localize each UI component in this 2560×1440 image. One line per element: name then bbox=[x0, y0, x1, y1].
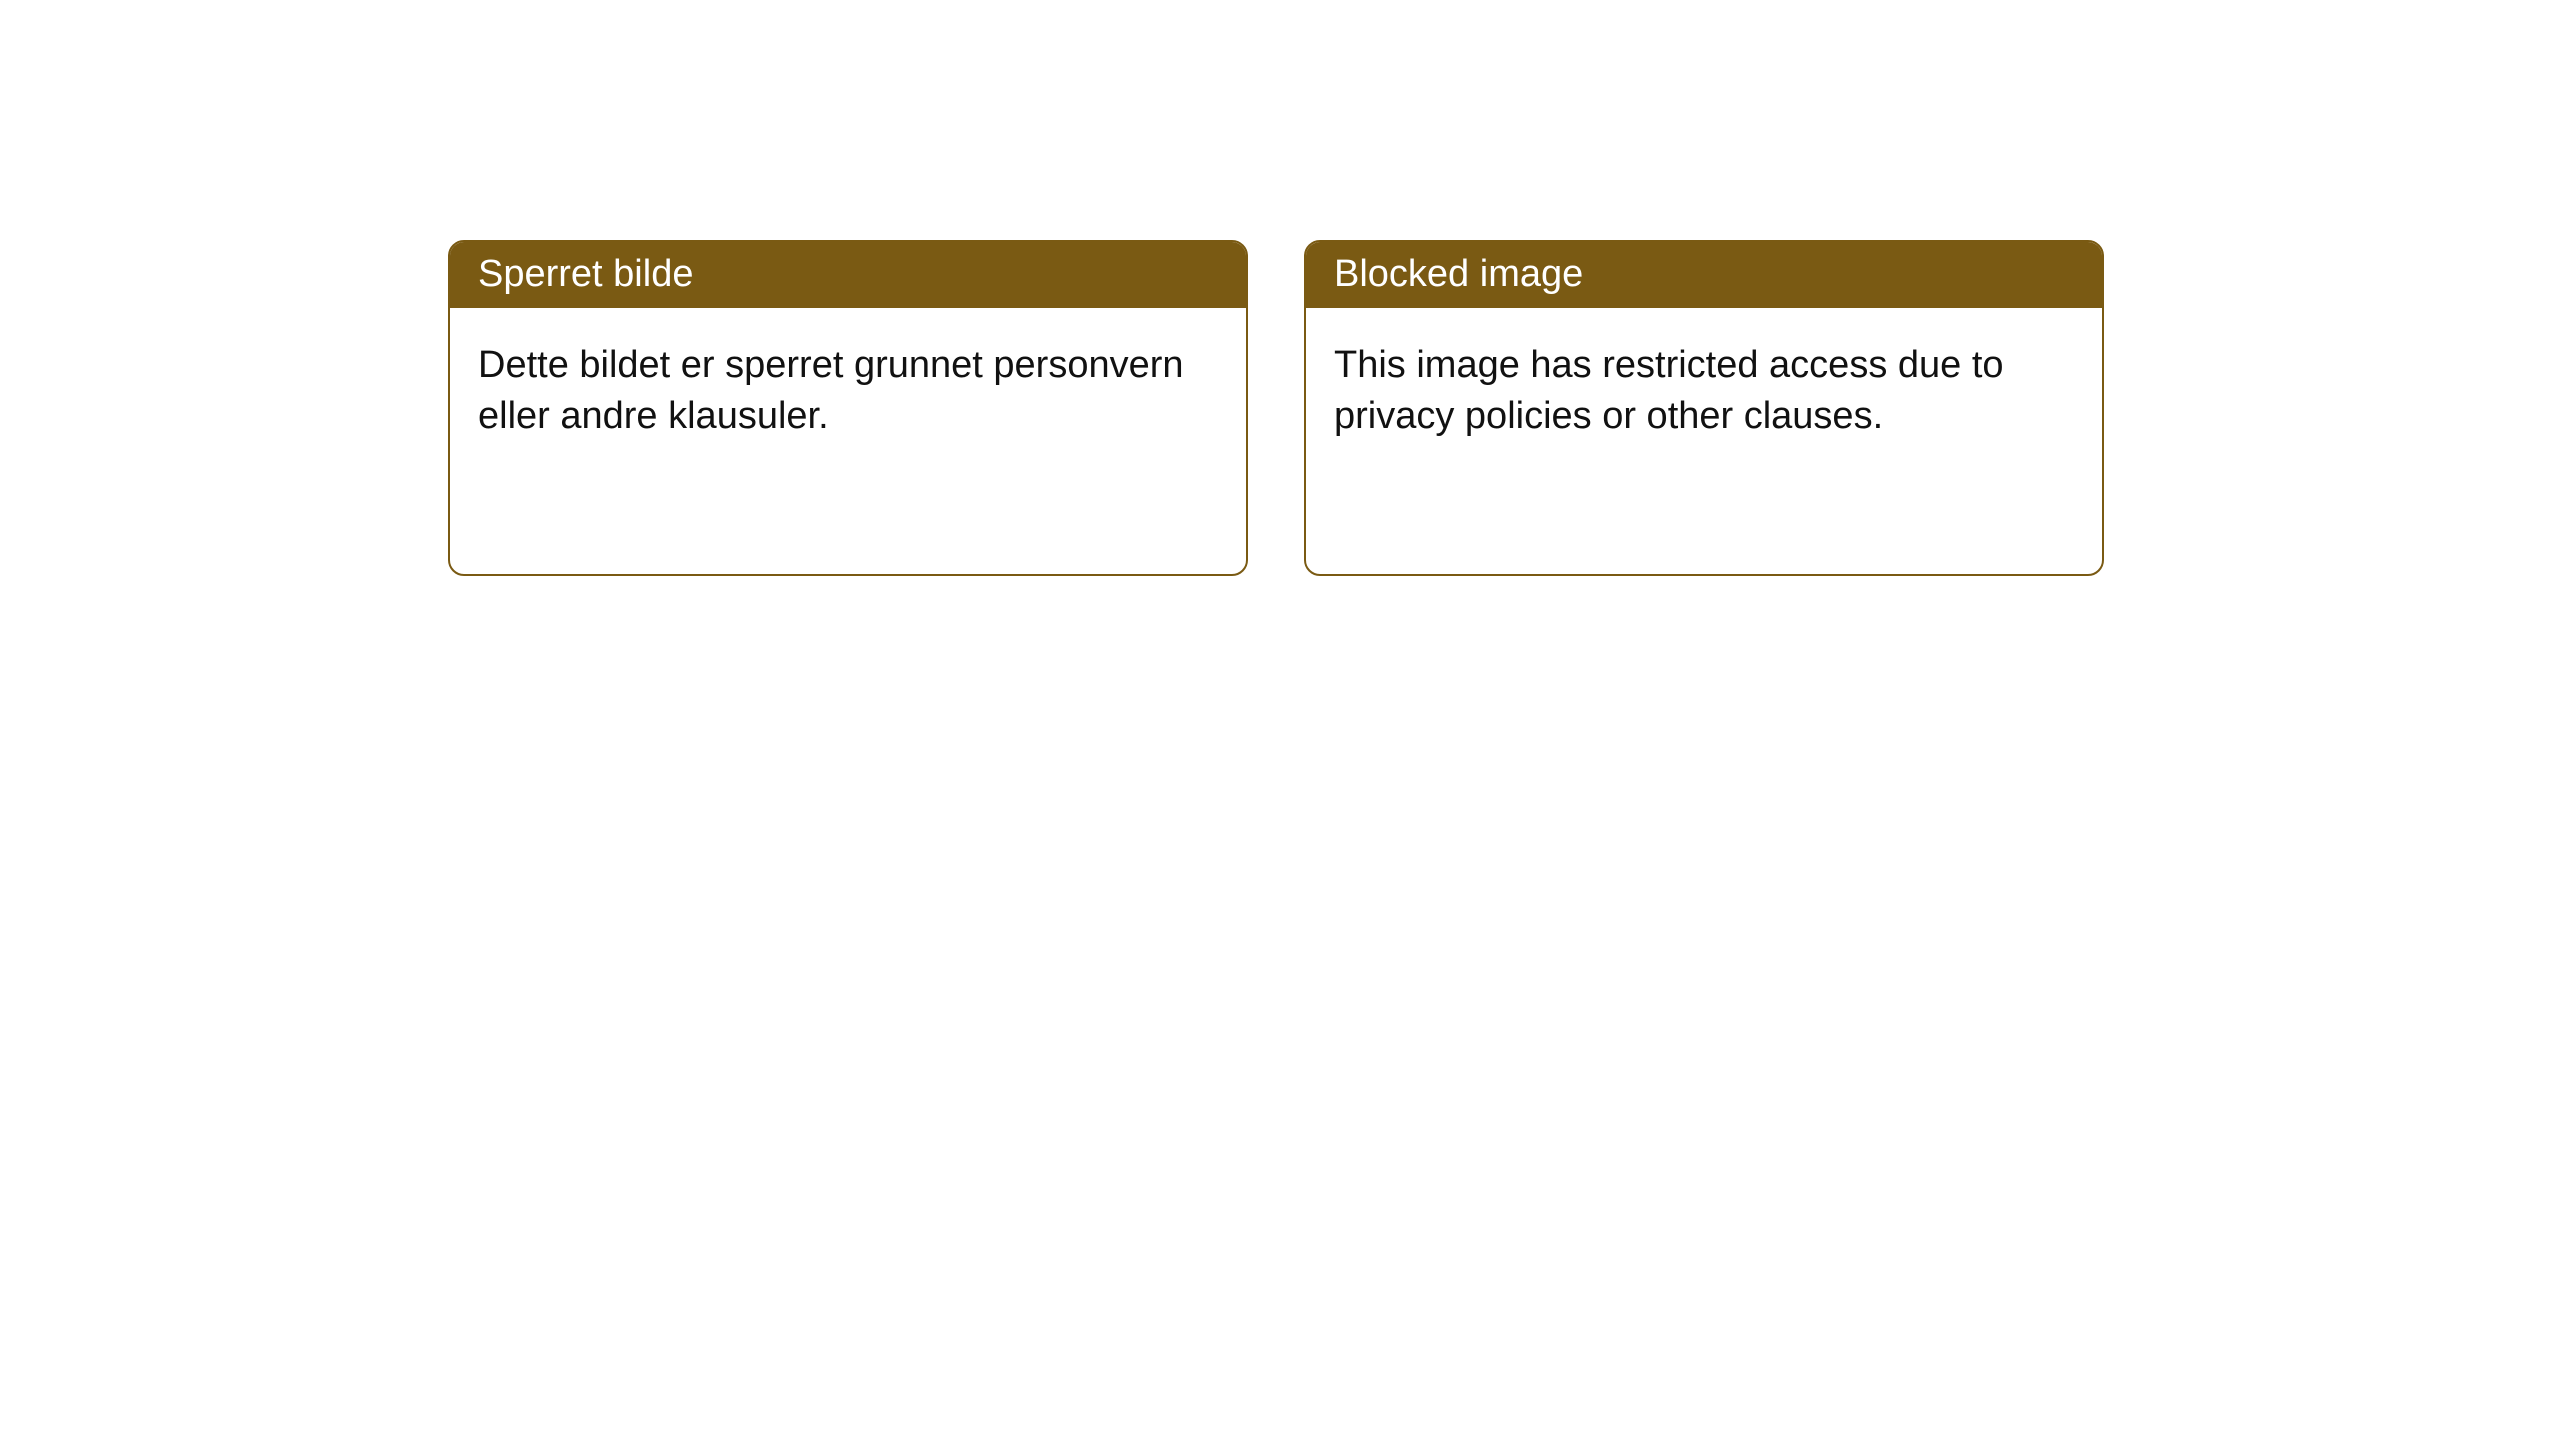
blocked-image-card-en: Blocked image This image has restricted … bbox=[1304, 240, 2104, 576]
notice-container: Sperret bilde Dette bildet er sperret gr… bbox=[0, 0, 2560, 576]
card-title: Sperret bilde bbox=[478, 253, 693, 295]
card-title: Blocked image bbox=[1334, 253, 1583, 295]
card-body: Dette bildet er sperret grunnet personve… bbox=[450, 308, 1246, 475]
card-body: This image has restricted access due to … bbox=[1306, 308, 2102, 475]
card-text: Dette bildet er sperret grunnet personve… bbox=[478, 344, 1184, 437]
card-header: Blocked image bbox=[1306, 242, 2102, 308]
card-text: This image has restricted access due to … bbox=[1334, 344, 2004, 437]
card-header: Sperret bilde bbox=[450, 242, 1246, 308]
blocked-image-card-no: Sperret bilde Dette bildet er sperret gr… bbox=[448, 240, 1248, 576]
